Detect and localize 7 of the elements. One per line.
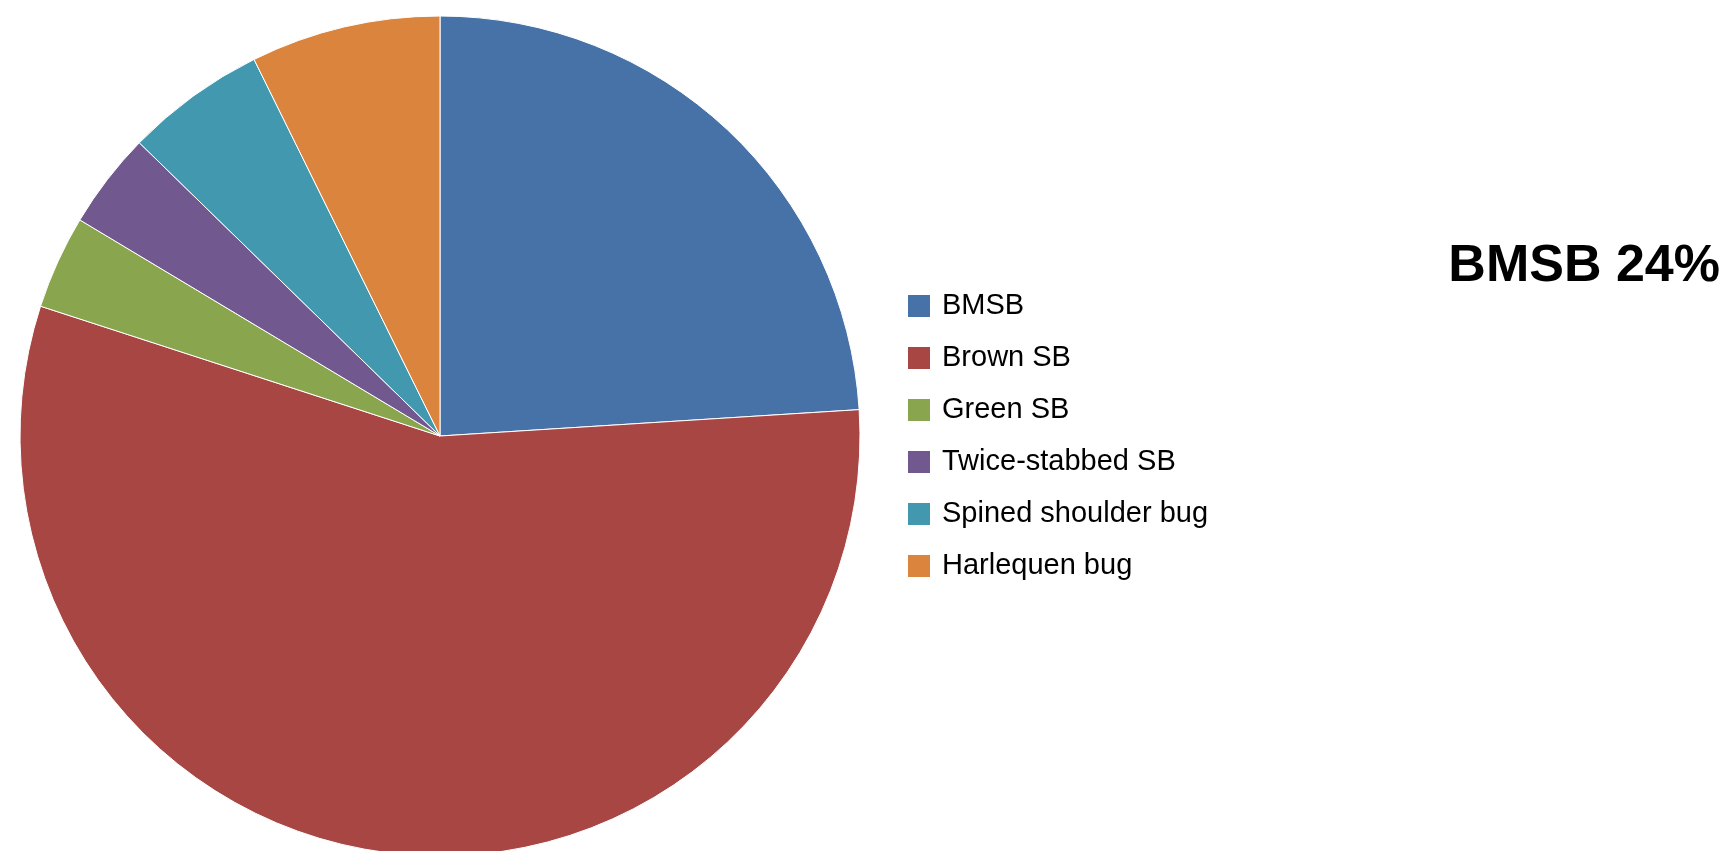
legend-label: Spined shoulder bug [942,496,1209,528]
legend-label: Twice-stabbed SB [942,444,1176,476]
legend-label: BMSB [942,288,1025,320]
legend-label: Brown SB [942,340,1071,372]
legend-label: Green SB [942,392,1070,424]
legend-label: Harlequen bug [942,548,1133,580]
text: BMSB 24% [1448,233,1720,293]
